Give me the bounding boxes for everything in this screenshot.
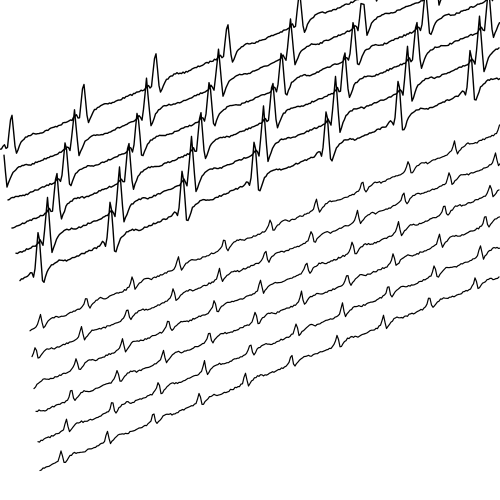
waveform-trace-channel-12 (39, 276, 500, 472)
waveform-trace-channel-1 (0, 0, 378, 154)
waveform-trace-channel-5 (15, 15, 500, 255)
waveform-traces (0, 0, 500, 472)
waveform-trace-channel-6 (19, 49, 500, 283)
waveform-trace-channel-3 (7, 0, 494, 201)
waveform-trace-channel-7 (29, 124, 500, 332)
waveform-trace-channel-10 (35, 216, 500, 413)
waveform-trace-channel-4 (11, 0, 500, 229)
waveform-trace-channel-8 (31, 152, 500, 359)
waveform-trace-channel-9 (33, 184, 500, 390)
waveform-trace-channel-11 (37, 245, 500, 443)
waveform-trace-channel-2 (3, 0, 442, 188)
